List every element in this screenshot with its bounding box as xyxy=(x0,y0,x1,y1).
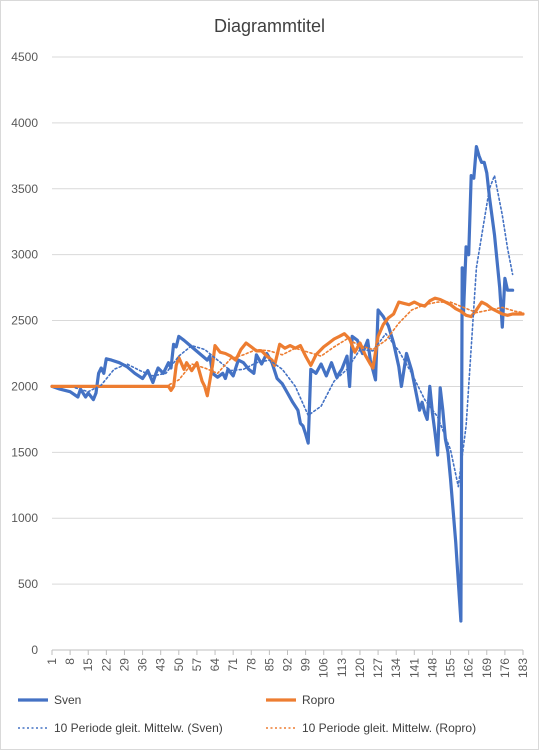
x-tick-label: 148 xyxy=(425,658,439,678)
x-tick-label: 155 xyxy=(444,658,458,678)
series-line-1 xyxy=(50,145,515,623)
x-tick-label: 134 xyxy=(389,658,403,678)
x-tick-label: 8 xyxy=(63,658,77,665)
y-tick-label: 3000 xyxy=(11,248,38,262)
chart-title: Diagrammtitel xyxy=(213,16,326,36)
y-tick-label: 1000 xyxy=(11,511,38,525)
x-tick-label: 120 xyxy=(353,658,367,678)
x-tick-label: 57 xyxy=(190,658,204,672)
series-line-2 xyxy=(50,296,525,398)
x-tick-label: 64 xyxy=(208,658,222,672)
x-tick-label: 1 xyxy=(45,658,59,665)
x-tick-label: 127 xyxy=(371,658,385,678)
x-tick-label: 36 xyxy=(136,658,150,672)
y-tick-label: 500 xyxy=(18,577,38,591)
x-tick-label: 29 xyxy=(117,658,131,672)
x-tick-label: 162 xyxy=(462,658,476,678)
x-tick-label: 78 xyxy=(244,658,258,672)
x-tick-label: 92 xyxy=(281,658,295,672)
x-tick-label: 50 xyxy=(172,658,186,672)
x-tick-label: 85 xyxy=(262,658,276,672)
x-tick-label: 106 xyxy=(317,658,331,678)
y-tick-label: 2500 xyxy=(11,314,38,328)
x-tick-label: 113 xyxy=(335,658,349,677)
x-tick-label: 15 xyxy=(81,658,95,672)
y-tick-label: 2000 xyxy=(11,379,38,393)
x-tick-label: 176 xyxy=(498,658,512,678)
y-tick-label: 4000 xyxy=(11,116,38,130)
y-tick-label: 3500 xyxy=(11,182,38,196)
series-line-3 xyxy=(74,174,514,488)
y-tick-label: 0 xyxy=(31,643,38,657)
y-tick-label: 1500 xyxy=(11,445,38,459)
legend-label-4: 10 Periode gleit. Mittelw. (Ropro) xyxy=(302,721,476,735)
x-tick-label: 71 xyxy=(226,658,240,672)
legend-label-1: Sven xyxy=(54,693,81,707)
x-tick-label: 141 xyxy=(407,658,421,678)
legend-label-3: 10 Periode gleit. Mittelw. (Sven) xyxy=(54,721,223,735)
x-tick-label: 43 xyxy=(154,658,168,672)
x-tick-label: 22 xyxy=(99,658,113,672)
series-line-4 xyxy=(74,301,524,388)
x-tick-label: 169 xyxy=(480,658,494,678)
legend-label-2: Ropro xyxy=(302,693,335,707)
x-tick-label: 183 xyxy=(516,658,530,678)
x-tick-label: 99 xyxy=(299,658,313,672)
y-tick-label: 4500 xyxy=(11,50,38,64)
